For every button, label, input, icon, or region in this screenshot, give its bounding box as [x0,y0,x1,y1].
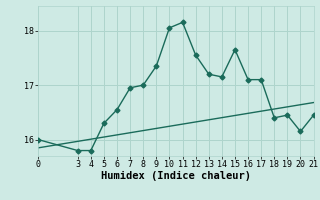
X-axis label: Humidex (Indice chaleur): Humidex (Indice chaleur) [101,171,251,181]
